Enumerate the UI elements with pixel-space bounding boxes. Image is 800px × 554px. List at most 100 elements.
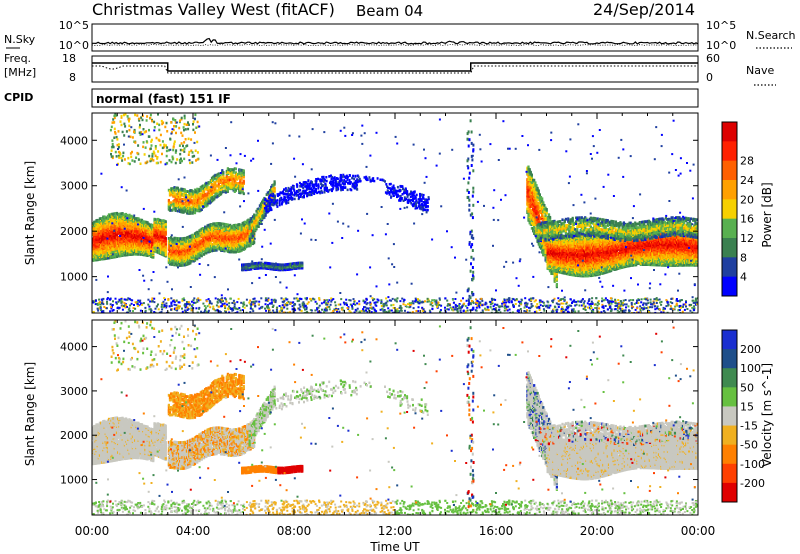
data-cell — [245, 234, 248, 237]
data-cell — [175, 260, 178, 263]
data-cell — [412, 202, 415, 205]
data-cell — [122, 113, 125, 117]
data-cell — [346, 178, 349, 181]
data-cell — [527, 169, 530, 173]
data-cell — [233, 244, 236, 248]
data-cell — [173, 140, 176, 143]
data-cell — [193, 154, 196, 158]
data-cell — [182, 247, 185, 251]
data-cell — [239, 229, 242, 232]
data-cell — [293, 262, 296, 265]
data-cell — [122, 248, 125, 252]
data-cell — [424, 208, 427, 212]
data-cell — [110, 230, 113, 234]
data-cell — [235, 177, 239, 181]
data-cell — [183, 194, 186, 198]
data-cell — [181, 159, 183, 163]
data-cell — [111, 156, 114, 160]
data-cell — [180, 118, 183, 121]
data-cell — [278, 201, 281, 205]
data-cell — [213, 249, 216, 252]
data-cell — [330, 177, 333, 181]
data-cell — [242, 192, 245, 196]
data-cell — [412, 197, 414, 200]
data-cell — [141, 118, 144, 122]
data-cell — [528, 178, 531, 182]
data-cell — [150, 144, 153, 147]
data-cell — [214, 173, 217, 177]
data-cell — [530, 200, 533, 203]
data-cell — [297, 266, 300, 270]
data-cell — [188, 235, 191, 239]
data-cell — [226, 231, 229, 234]
data-cell — [114, 218, 117, 222]
power-data-layer — [92, 113, 698, 313]
data-cell — [200, 251, 203, 255]
data-cell — [130, 235, 133, 238]
data-cell — [175, 237, 178, 240]
data-cell — [255, 261, 258, 265]
data-cell — [173, 236, 176, 240]
data-cell — [387, 186, 390, 190]
data-cell — [249, 233, 252, 236]
data-cell — [250, 223, 253, 227]
data-cell — [137, 144, 140, 147]
data-cell — [399, 197, 402, 200]
data-cell — [97, 220, 100, 223]
data-cell — [414, 196, 417, 200]
data-cell — [338, 179, 341, 182]
data-cell — [170, 246, 173, 250]
data-cell — [152, 245, 155, 249]
data-cell — [195, 194, 198, 198]
data-cell — [422, 201, 425, 204]
data-cell — [201, 184, 204, 188]
data-cell — [114, 247, 117, 251]
data-cell — [325, 176, 328, 179]
data-cell — [142, 145, 145, 149]
data-cell — [232, 243, 235, 246]
data-cell — [345, 174, 348, 178]
data-cell — [146, 239, 149, 242]
data-cell — [196, 120, 199, 124]
data-cell — [205, 233, 208, 237]
data-cell — [311, 189, 314, 193]
data-cell — [147, 252, 150, 255]
data-cell — [393, 191, 396, 194]
data-cell — [278, 199, 281, 203]
data-cell — [235, 228, 239, 232]
data-cell — [210, 244, 214, 248]
data-cell — [171, 155, 174, 158]
data-cell — [301, 195, 304, 199]
data-cell — [183, 257, 186, 260]
data-cell — [306, 183, 309, 186]
data-cell — [168, 260, 172, 263]
data-cell — [379, 178, 382, 181]
data-cell — [309, 193, 311, 197]
data-cell — [135, 229, 138, 233]
data-cell — [302, 189, 305, 192]
data-cell — [168, 206, 172, 210]
data-cell — [135, 223, 138, 227]
data-cell — [93, 220, 96, 224]
data-cell — [395, 191, 398, 194]
data-cell — [208, 223, 211, 227]
data-cell — [257, 207, 260, 211]
data-cell — [226, 183, 229, 187]
data-cell — [295, 261, 298, 265]
data-cell — [331, 175, 334, 179]
data-cell — [192, 201, 195, 205]
data-cell — [200, 248, 203, 251]
data-cell — [220, 185, 223, 188]
data-cell — [232, 183, 235, 187]
data-cell — [419, 207, 422, 210]
data-cell — [176, 199, 179, 203]
data-cell — [127, 118, 130, 121]
data-cell — [290, 195, 293, 199]
data-cell — [217, 238, 220, 242]
data-cell — [192, 206, 195, 210]
data-cell — [198, 234, 201, 238]
data-cell — [258, 261, 261, 265]
data-cell — [161, 152, 163, 156]
data-cell — [320, 179, 323, 183]
data-cell — [268, 262, 271, 265]
